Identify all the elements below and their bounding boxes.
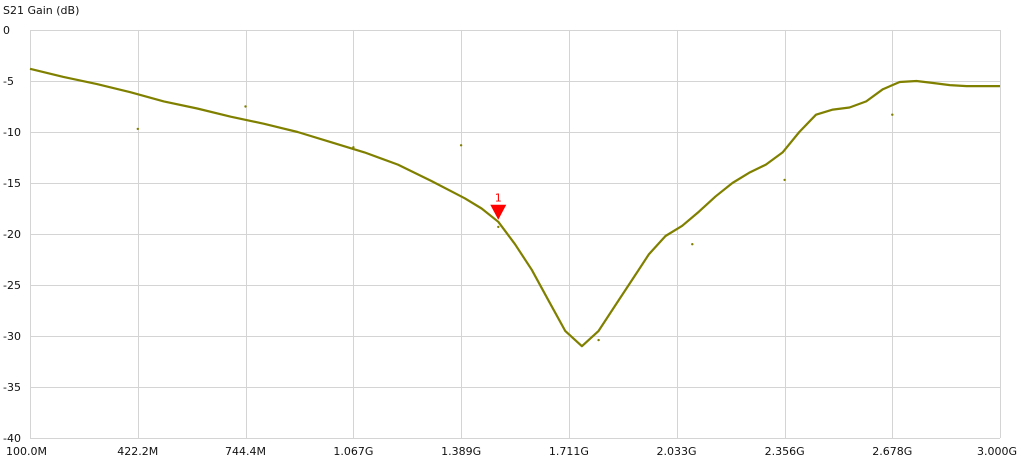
marker-0-label: 1 — [495, 192, 502, 205]
data-point-6 — [691, 243, 694, 246]
series-line-0 — [29, 67, 1000, 348]
data-point-3 — [459, 144, 463, 147]
x-tick-label: 100.0M — [6, 445, 47, 458]
y-tick-label: 0 — [3, 24, 10, 37]
y-tick-label: -30 — [3, 330, 21, 343]
data-point-7 — [783, 178, 786, 182]
y-tick-label: -5 — [3, 75, 14, 88]
y-tick-label: -15 — [3, 177, 21, 190]
grid — [30, 30, 1001, 439]
markers: 1 — [490, 192, 507, 220]
y-axis-title: S21 Gain (dB) — [3, 4, 79, 17]
series-group — [29, 67, 1000, 348]
x-tick-label: 2.678G — [872, 445, 912, 458]
data-point-0 — [136, 127, 139, 131]
x-tick-label: 3.000G — [977, 445, 1017, 458]
y-tick-label: -40 — [3, 432, 21, 445]
y-tick-label: -10 — [3, 126, 21, 139]
x-tick-label: 2.033G — [657, 445, 697, 458]
x-tick-label: 422.2M — [117, 445, 158, 458]
x-tick-label: 1.711G — [549, 445, 589, 458]
data-point-8 — [891, 113, 894, 116]
x-tick-label: 1.389G — [441, 445, 481, 458]
data-point-1 — [244, 105, 247, 108]
x-tick-label: 2.356G — [765, 445, 805, 458]
y-axis-ticks: 0 -5 -10 -15 -20 -25 -30 -35 -40 — [3, 24, 21, 445]
x-axis-ticks: 100.0M 422.2M 744.4M 1.067G 1.389G 1.711G 2.03… — [6, 445, 1017, 458]
x-tick-label: 744.4M — [225, 445, 266, 458]
y-tick-label: -20 — [3, 228, 21, 241]
data-point-5 — [597, 338, 600, 342]
data-point-2 — [352, 146, 355, 149]
y-tick-label: -35 — [3, 381, 21, 394]
data-point-4 — [497, 225, 500, 229]
y-tick-label: -25 — [3, 279, 21, 292]
x-tick-label: 1.067G — [333, 445, 373, 458]
marker-0-triangle[interactable] — [490, 204, 507, 220]
